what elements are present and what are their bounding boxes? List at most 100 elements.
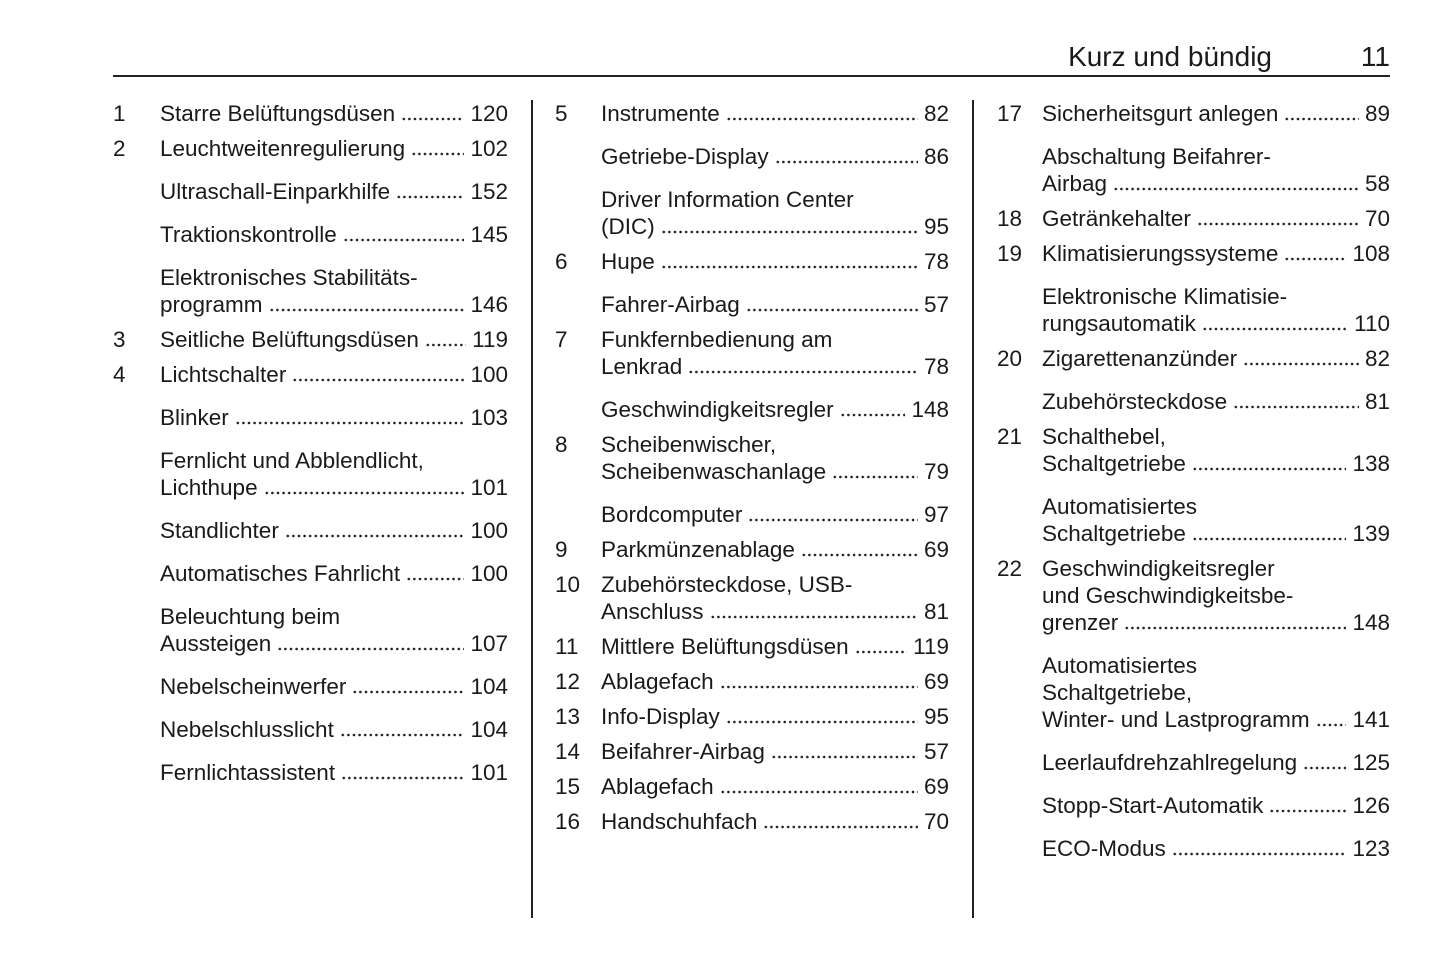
index-entry: 18 Getränkehalter 70 (997, 205, 1390, 232)
page-reference[interactable]: 108 (1352, 241, 1390, 266)
dot-leader (748, 518, 918, 522)
callout-number: 12 (555, 669, 581, 694)
page-reference[interactable]: 69 (923, 774, 949, 799)
page-reference[interactable]: 70 (923, 809, 949, 834)
index-entry: Ultraschall-Einparkhilfe 152 (113, 178, 508, 205)
page-reference[interactable]: 100 (470, 362, 508, 387)
page-reference[interactable]: 126 (1352, 793, 1390, 818)
entry-label: Scheibenwischer, (601, 432, 777, 457)
page-reference[interactable]: 57 (923, 739, 949, 764)
dot-leader (719, 790, 918, 794)
page-reference[interactable]: 69 (923, 537, 949, 562)
index-entry: 17 Sicherheitsgurt anlegen 89 (997, 100, 1390, 127)
callout-number: 13 (555, 704, 581, 729)
index-entry: 15 Ablagefach 69 (555, 773, 949, 800)
page-reference[interactable]: 81 (923, 599, 949, 624)
page-reference[interactable]: 95 (923, 704, 949, 729)
index-entry: Fernlichtassistent 101 (113, 759, 508, 786)
page-reference[interactable]: 119 (913, 634, 949, 659)
entry-label: ECO-Modus (1042, 836, 1166, 861)
page-reference[interactable]: 104 (470, 717, 508, 742)
entry-label: Lichtschalter (160, 362, 287, 387)
page-reference[interactable]: 145 (470, 222, 508, 247)
index-column-2: 5 Instrumente 82 Getriebe-Display 86 Driver I… (555, 100, 949, 835)
entry-label: Lenkrad (601, 354, 683, 379)
page-reference[interactable]: 102 (470, 136, 508, 161)
entry-label: Ultraschall-Einparkhilfe (160, 179, 391, 204)
column-divider (972, 100, 974, 918)
page-reference[interactable]: 100 (470, 561, 508, 586)
page-reference[interactable]: 146 (470, 292, 508, 317)
entry-label: Geschwindigkeitsregler (601, 397, 834, 422)
column-divider (531, 100, 533, 918)
callout-number: 1 (113, 101, 126, 126)
page-reference[interactable]: 69 (923, 669, 949, 694)
page-reference[interactable]: 78 (923, 354, 949, 379)
page-reference[interactable]: 107 (470, 631, 508, 656)
entry-label: Handschuhfach (601, 809, 758, 834)
page-reference[interactable]: 148 (911, 397, 949, 422)
page-reference[interactable]: 104 (470, 674, 508, 699)
page-reference[interactable]: 82 (1364, 346, 1390, 371)
index-entry: Automatisiertes Schaltgetriebe, Winter- un… (997, 652, 1390, 733)
index-entry: 12 Ablagefach 69 (555, 668, 949, 695)
page-reference[interactable]: 110 (1354, 311, 1390, 336)
page-reference[interactable]: 86 (923, 144, 949, 169)
page-reference[interactable]: 58 (1364, 171, 1390, 196)
index-column-3: 17 Sicherheitsgurt anlegen 89 Abschaltung B… (997, 100, 1390, 862)
entry-label: Klimatisierungssysteme (1042, 241, 1279, 266)
callout-number: 9 (555, 537, 568, 562)
page-reference[interactable]: 82 (923, 101, 949, 126)
page-reference[interactable]: 79 (923, 459, 949, 484)
page-reference[interactable]: 103 (470, 405, 508, 430)
index-entry: Fernlicht und Abblendlicht, Lichthupe 101 (113, 447, 508, 501)
page-reference[interactable]: 97 (923, 502, 949, 527)
page-reference[interactable]: 152 (470, 179, 508, 204)
page-reference[interactable]: 123 (1352, 836, 1390, 861)
page-reference[interactable]: 138 (1352, 451, 1390, 476)
callout-number: 8 (555, 432, 568, 457)
index-entry: 1 Starre Belüftungsdüsen 120 (113, 100, 508, 127)
entry-label: Fahrer-Airbag (601, 292, 740, 317)
entry-label: Nebelscheinwerfer (160, 674, 347, 699)
page-reference[interactable]: 95 (923, 214, 949, 239)
entry-label: Beleuchtung beim (160, 604, 341, 629)
dot-leader (660, 265, 918, 269)
index-entry: 10 Zubehörsteckdose, USB- Anschluss 81 (555, 571, 949, 625)
callout-number: 15 (555, 774, 581, 799)
entry-label: Schaltgetriebe (1042, 451, 1186, 476)
index-entry: Getriebe-Display 86 (555, 143, 949, 170)
page-reference[interactable]: 119 (472, 327, 508, 352)
page-reference[interactable]: 141 (1352, 707, 1390, 732)
entry-label: Info-Display (601, 704, 720, 729)
page-reference[interactable]: 70 (1364, 206, 1390, 231)
entry-label: Airbag (1042, 171, 1108, 196)
entry-label: programm (160, 292, 263, 317)
page-reference[interactable]: 100 (470, 518, 508, 543)
dot-leader (424, 343, 467, 347)
page-reference[interactable]: 125 (1352, 750, 1390, 775)
index-entry: Standlichter 100 (113, 517, 508, 544)
page-reference[interactable]: 78 (923, 249, 949, 274)
entry-label: Ablagefach (601, 669, 714, 694)
page-number: 11 (1360, 41, 1390, 72)
page-reference[interactable]: 101 (470, 760, 508, 785)
dot-leader (1315, 723, 1347, 727)
index-entry: 14 Beifahrer-Airbag 57 (555, 738, 949, 765)
dot-leader (342, 238, 465, 242)
page-reference[interactable]: 101 (470, 475, 508, 500)
page-reference[interactable]: 148 (1352, 610, 1390, 635)
dot-leader (1171, 852, 1347, 856)
index-entry: Elektronisches Stabilitäts-programm 146 (113, 264, 508, 318)
dot-leader (854, 650, 908, 654)
dot-leader (263, 491, 465, 495)
page-reference[interactable]: 89 (1364, 101, 1390, 126)
entry-label: grenzer (1042, 610, 1119, 635)
page-reference[interactable]: 57 (923, 292, 949, 317)
page-reference[interactable]: 81 (1364, 389, 1390, 414)
page-reference[interactable]: 120 (470, 101, 508, 126)
index-entry: 21 Schalthebel, Schaltgetriebe 138 (997, 423, 1390, 477)
index-entry: Traktionskontrolle 145 (113, 221, 508, 248)
page-reference[interactable]: 139 (1352, 521, 1390, 546)
entry-label: Getriebe-Display (601, 144, 769, 169)
